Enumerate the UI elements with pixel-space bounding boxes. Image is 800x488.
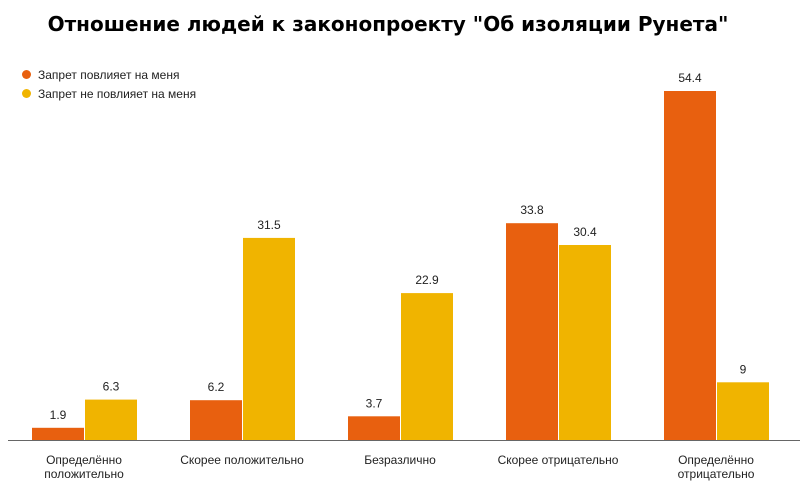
bar-2-2 [243, 237, 295, 440]
category-label-3: Безразлично [364, 453, 436, 467]
data-label-2-2: 31.5 [257, 218, 281, 232]
bar-2-3 [401, 293, 453, 440]
legend-swatch-series-2 [22, 89, 31, 98]
category-label-5: Определённо отрицательно [678, 453, 755, 481]
legend-item-series-2: Запрет не повлияет на меня [22, 84, 196, 103]
category-label-1: Определённо положительно [44, 453, 124, 481]
data-label-1-5: 54.4 [678, 71, 702, 85]
data-label-1-1: 1.9 [50, 408, 67, 422]
bar-1-4 [506, 223, 558, 440]
bar-1-5 [664, 91, 716, 440]
data-label-2-3: 22.9 [415, 273, 439, 287]
data-label-2-4: 30.4 [573, 225, 597, 239]
data-label-2-1: 6.3 [103, 380, 120, 394]
data-label-1-3: 3.7 [366, 396, 383, 410]
chart-title: Отношение людей к законопроекту "Об изол… [47, 12, 729, 36]
bar-2-5 [717, 382, 769, 440]
legend-label-series-2: Запрет не повлияет на меня [38, 86, 197, 101]
bar-1-3 [348, 416, 400, 440]
legend-swatch-series-1 [22, 70, 31, 79]
data-label-2-5: 9 [740, 362, 747, 376]
bar-1-1 [32, 427, 84, 440]
bar-1-2 [190, 400, 242, 440]
category-label-4: Скорее отрицательно [498, 453, 619, 467]
data-label-1-4: 33.8 [520, 203, 544, 217]
bar-2-1 [85, 399, 137, 440]
bar-2-4 [559, 245, 611, 440]
data-label-1-2: 6.2 [208, 380, 225, 394]
category-label-2: Скорее положительно [180, 453, 304, 467]
legend-label-series-1: Запрет повлияет на меня [38, 67, 180, 82]
legend-item-series-1: Запрет повлияет на меня [22, 65, 196, 84]
legend: Запрет повлияет на меня Запрет не повлия… [22, 65, 196, 103]
